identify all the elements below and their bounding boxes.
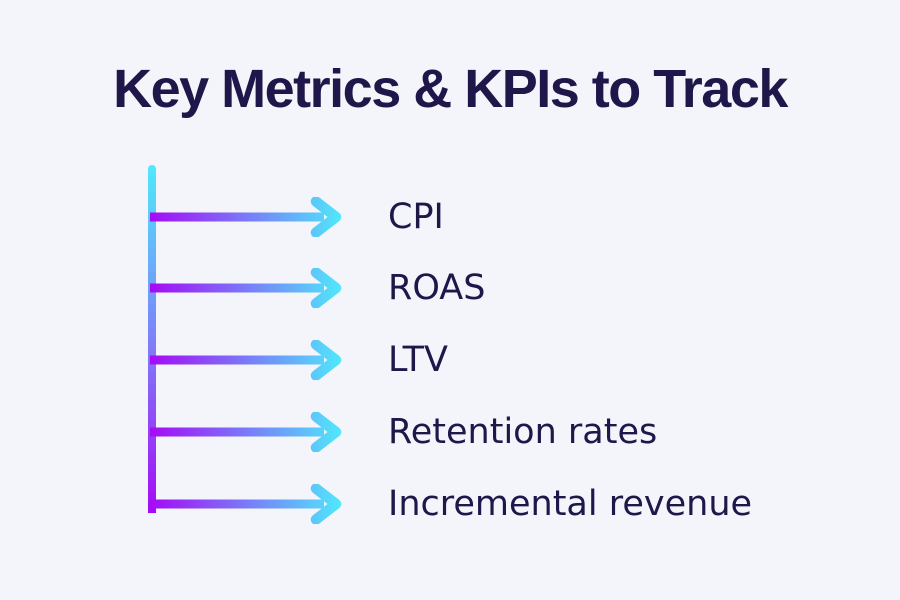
arrow-right-icon xyxy=(150,340,342,380)
metric-label: ROAS xyxy=(388,268,486,308)
arrow-right-icon xyxy=(150,484,342,524)
arrow-right-icon xyxy=(150,268,342,308)
metric-row: LTV xyxy=(150,340,448,380)
metric-label: LTV xyxy=(388,340,449,380)
metric-label: Incremental revenue xyxy=(388,484,753,524)
metric-row: ROAS xyxy=(150,268,485,308)
arrow-right-icon xyxy=(150,412,342,452)
metric-label: CPI xyxy=(388,197,444,237)
metric-row: CPI xyxy=(150,197,444,237)
bracket-gradient-line xyxy=(148,165,156,513)
arrow-right-icon xyxy=(150,197,342,237)
metric-row: Incremental revenue xyxy=(150,484,752,524)
metric-label: Retention rates xyxy=(388,412,658,452)
metric-row: Retention rates xyxy=(150,412,657,452)
page-title: Key Metrics & KPIs to Track xyxy=(113,59,788,119)
